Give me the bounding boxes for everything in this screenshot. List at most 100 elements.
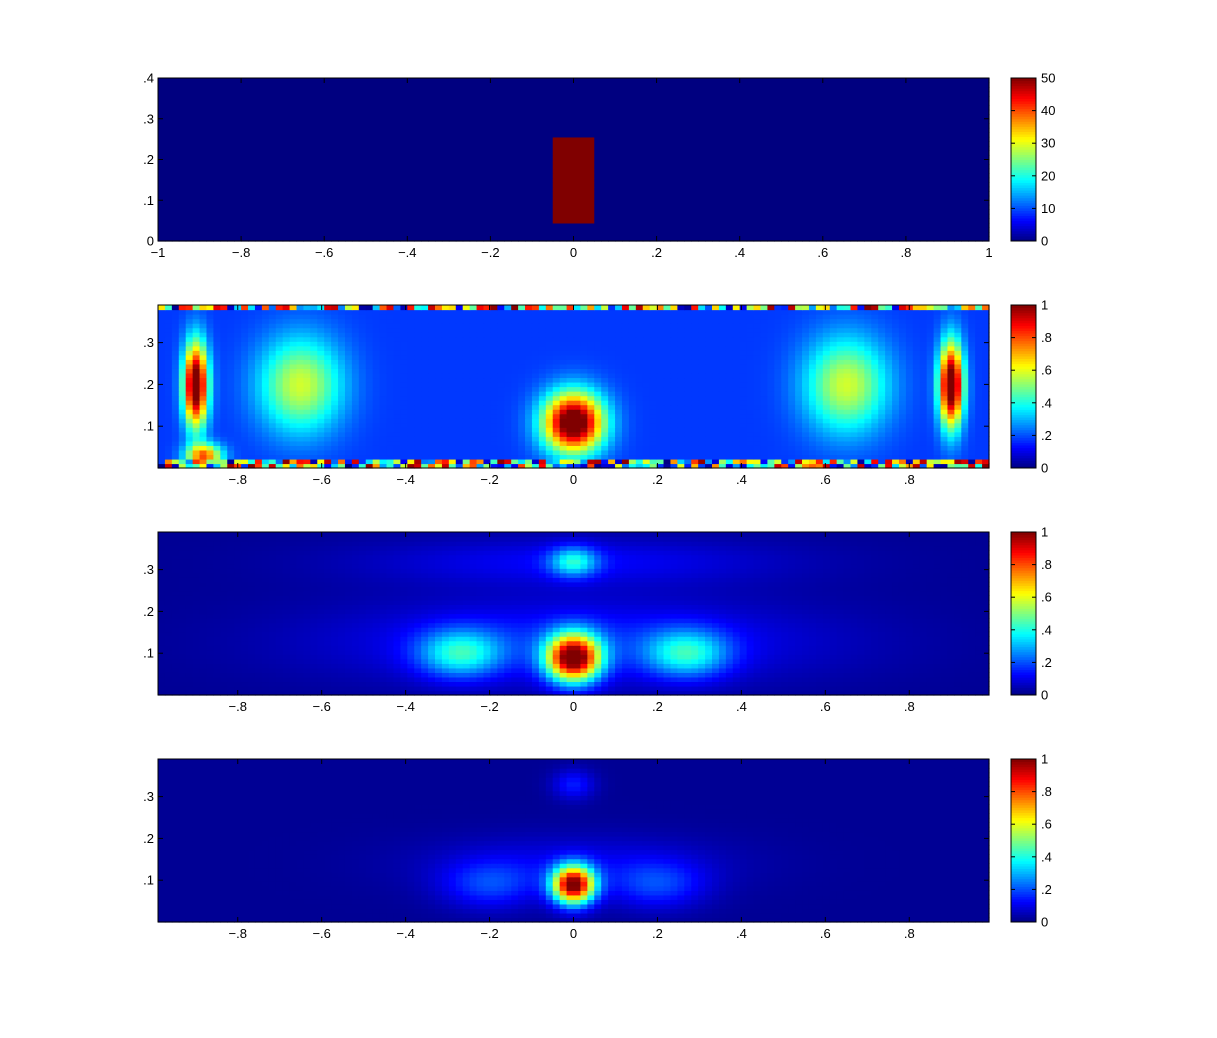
heatmap-cell <box>912 458 921 465</box>
heatmap-cell <box>490 105 498 111</box>
heatmap-cell <box>746 195 755 201</box>
heatmap-cell <box>241 236 249 242</box>
heatmap-cell <box>261 150 270 156</box>
heatmap-cell <box>621 136 630 142</box>
heatmap-cell <box>483 164 491 170</box>
heatmap-cell <box>490 463 498 469</box>
heatmap-cell <box>303 177 311 183</box>
heatmap-cell <box>275 186 284 192</box>
heatmap-cell <box>538 96 547 102</box>
heatmap-cell <box>234 454 242 460</box>
heatmap-cell <box>220 145 228 152</box>
heatmap-cell <box>559 195 568 201</box>
heatmap-cell <box>670 458 678 465</box>
heatmap-cell <box>324 87 332 93</box>
heatmap-cell <box>580 159 588 165</box>
heatmap-cell <box>164 236 173 242</box>
heatmap-cell <box>802 182 810 188</box>
heatmap-cell <box>663 449 672 456</box>
heatmap-cell <box>781 159 789 165</box>
heatmap-cell <box>213 118 221 124</box>
heatmap-cell <box>912 173 921 179</box>
heatmap-cell <box>774 109 782 115</box>
heatmap-cell <box>933 454 942 460</box>
heatmap-cell <box>663 168 672 174</box>
heatmap-cell <box>296 78 305 84</box>
heatmap-cell <box>705 123 713 129</box>
heatmap-cell <box>594 145 602 152</box>
heatmap-cell <box>171 132 180 138</box>
heatmap-cell <box>712 87 720 93</box>
heatmap-cell <box>843 177 852 183</box>
heatmap-cell <box>248 118 256 124</box>
heatmap-cell <box>178 209 187 215</box>
heatmap-cell <box>504 191 512 197</box>
heatmap-cell <box>968 182 976 188</box>
heatmap-cell <box>857 231 865 238</box>
heatmap-cell <box>698 91 706 97</box>
heatmap-cell <box>490 236 498 242</box>
heatmap-cell <box>497 236 505 242</box>
heatmap-cell <box>982 195 990 201</box>
heatmap-cell <box>788 109 796 115</box>
heatmap-cell <box>518 168 526 174</box>
heatmap-cell <box>261 218 270 224</box>
heatmap-cell <box>933 123 942 129</box>
heatmap-cell <box>462 218 471 224</box>
heatmap-cell <box>386 231 395 238</box>
heatmap-cell <box>871 105 879 111</box>
heatmap-cell <box>635 123 644 129</box>
heatmap-cell <box>892 177 900 183</box>
heatmap-cell <box>338 213 346 219</box>
heatmap-cell <box>635 109 644 115</box>
heatmap-cell <box>476 100 485 106</box>
heatmap-cell <box>386 78 395 84</box>
heatmap-cell <box>864 100 872 106</box>
heatmap-cell <box>386 458 395 465</box>
heatmap-cell <box>732 136 741 142</box>
heatmap-cell <box>774 164 782 170</box>
heatmap-cell <box>476 177 485 183</box>
heatmap-cell <box>192 96 201 102</box>
heatmap-cell <box>788 182 796 188</box>
heatmap-cell <box>808 100 817 106</box>
heatmap-cell <box>469 164 478 170</box>
heatmap-cell <box>933 127 942 133</box>
heatmap-cell <box>358 222 367 229</box>
heatmap-cell <box>552 91 561 97</box>
heatmap-cell <box>455 141 464 147</box>
heatmap-cell <box>178 204 187 210</box>
heatmap-cell <box>448 191 457 197</box>
heatmap-cell <box>677 159 685 165</box>
heatmap-cell <box>739 173 748 179</box>
heatmap-cell <box>303 109 311 115</box>
heatmap-cell <box>504 136 512 142</box>
heatmap-cell <box>469 136 478 142</box>
heatmap-cell <box>926 168 935 174</box>
heatmap-cell <box>774 227 782 233</box>
heatmap-cell <box>691 141 699 147</box>
heatmap-cell <box>601 236 609 242</box>
heatmap-cell <box>365 449 374 456</box>
heatmap-cell <box>663 154 672 161</box>
heatmap-cell <box>504 132 512 138</box>
heatmap-cell <box>753 227 762 233</box>
heatmap-cell <box>490 109 498 115</box>
heatmap-cell <box>587 78 595 84</box>
heatmap-cell <box>580 82 588 88</box>
heatmap-cell <box>435 449 443 456</box>
heatmap-cell <box>351 100 360 106</box>
heatmap-cell <box>483 127 491 133</box>
heatmap-cell <box>261 449 270 456</box>
heatmap-cell <box>829 78 838 84</box>
heatmap-cell <box>656 222 665 229</box>
heatmap-cell <box>871 218 879 224</box>
heatmap-cell <box>158 154 166 161</box>
heatmap-cell <box>275 177 284 183</box>
heatmap-cell <box>573 114 582 120</box>
heatmap-cell <box>850 136 859 142</box>
heatmap-cell <box>428 87 436 93</box>
heatmap-cell <box>248 123 256 129</box>
heatmap-cell <box>448 78 457 84</box>
heatmap-cell <box>746 182 755 188</box>
